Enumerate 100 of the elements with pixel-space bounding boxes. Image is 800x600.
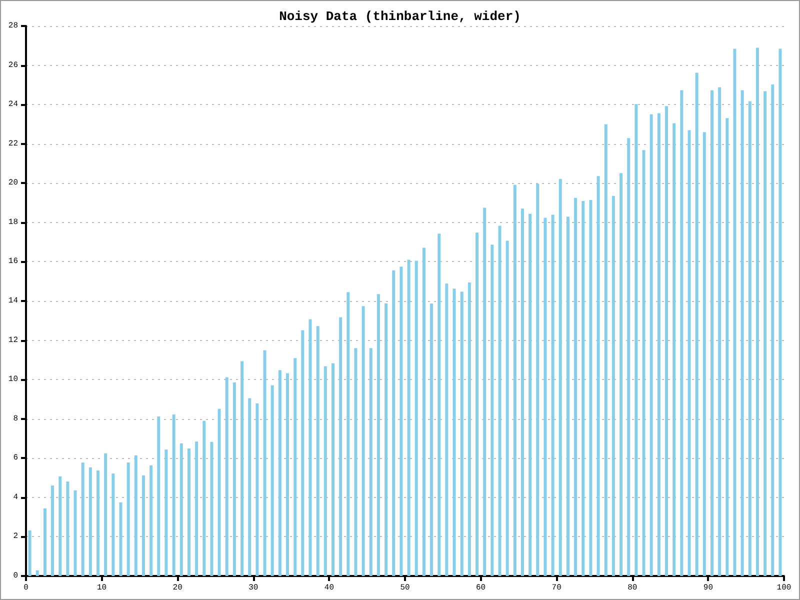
y-tick-label: 14 — [8, 296, 18, 306]
bar — [51, 485, 54, 576]
bar — [218, 408, 221, 576]
bar — [642, 150, 646, 576]
x-tick-label: 70 — [552, 584, 562, 592]
y-tick-label: 6 — [13, 454, 18, 463]
bar — [150, 465, 153, 576]
x-tick-label: 40 — [324, 584, 334, 592]
bar — [202, 420, 206, 576]
bar — [210, 442, 214, 576]
bar — [718, 87, 722, 576]
bar — [339, 317, 342, 576]
x-tick-label: 0 — [24, 584, 29, 592]
y-tick-label: 18 — [8, 218, 18, 227]
bar — [240, 361, 244, 576]
y-tick-label: 0 — [13, 572, 18, 580]
bar — [566, 216, 570, 576]
x-tick-label: 100 — [776, 584, 792, 592]
bar — [400, 266, 403, 576]
bar — [695, 72, 698, 576]
bar — [558, 178, 562, 576]
bar — [308, 319, 312, 576]
bar — [286, 373, 290, 576]
bar — [407, 260, 410, 576]
y-tick-label: 10 — [8, 375, 18, 384]
bar — [596, 176, 600, 576]
x-tick-label: 60 — [476, 584, 486, 592]
bar — [702, 132, 706, 576]
bar — [369, 348, 372, 576]
bar — [104, 453, 108, 576]
bar — [422, 248, 426, 576]
x-tick-label: 10 — [96, 584, 107, 592]
bar — [536, 184, 540, 576]
bar — [468, 282, 471, 576]
bar — [225, 377, 228, 576]
bar — [346, 292, 350, 576]
bar — [726, 118, 729, 576]
bar — [324, 366, 327, 576]
bar — [187, 448, 190, 576]
bar — [164, 450, 168, 576]
bar — [627, 138, 630, 576]
bar — [445, 284, 448, 576]
bar — [172, 414, 176, 576]
bar — [43, 508, 46, 576]
bar — [756, 48, 759, 576]
bar — [490, 244, 494, 576]
y-tick-label: 26 — [8, 60, 18, 70]
bar — [331, 363, 334, 576]
y-tick-label: 16 — [8, 257, 18, 266]
y-tick-label: 8 — [13, 414, 18, 424]
bar — [589, 200, 592, 576]
bar — [119, 502, 122, 576]
bar — [498, 226, 502, 576]
bar — [362, 306, 365, 576]
y-tick-label: 24 — [8, 100, 18, 110]
bar — [134, 455, 138, 576]
bar — [771, 84, 774, 576]
bar — [66, 482, 70, 576]
bar — [452, 288, 456, 576]
bar — [764, 91, 767, 576]
y-tick-label: 4 — [13, 492, 18, 502]
bar — [544, 218, 547, 576]
bar — [460, 292, 464, 576]
bar — [438, 234, 441, 576]
bar — [96, 470, 100, 576]
bar — [612, 196, 615, 576]
bar — [672, 123, 676, 576]
x-tick-label: 20 — [172, 584, 183, 592]
bar — [748, 101, 752, 576]
bar — [551, 214, 554, 576]
bar — [483, 208, 486, 576]
bar — [414, 260, 418, 576]
bar — [657, 113, 660, 576]
bar — [740, 90, 744, 576]
bar — [620, 173, 623, 576]
bar — [294, 358, 297, 576]
bar — [528, 214, 532, 576]
bar — [688, 130, 691, 576]
bar — [384, 303, 388, 576]
bar — [270, 385, 274, 576]
bar — [81, 462, 84, 576]
bar — [195, 441, 198, 576]
y-tick-label: 20 — [8, 178, 18, 188]
bar — [680, 90, 684, 576]
bar — [142, 475, 145, 576]
chart-title: Noisy Data (thinbarline, wider) — [279, 9, 521, 24]
x-tick-label: 30 — [248, 584, 258, 592]
y-tick-label: 12 — [8, 336, 18, 345]
bar — [248, 398, 252, 576]
bar — [520, 208, 524, 576]
bar — [665, 106, 668, 576]
bar — [634, 104, 638, 576]
bar — [582, 201, 585, 576]
bar — [430, 304, 434, 576]
bar — [778, 48, 782, 576]
x-tick-label: 80 — [628, 584, 638, 592]
y-tick-label: 28 — [8, 22, 18, 30]
bar — [74, 490, 77, 576]
bar — [733, 48, 736, 576]
bar — [710, 90, 714, 576]
